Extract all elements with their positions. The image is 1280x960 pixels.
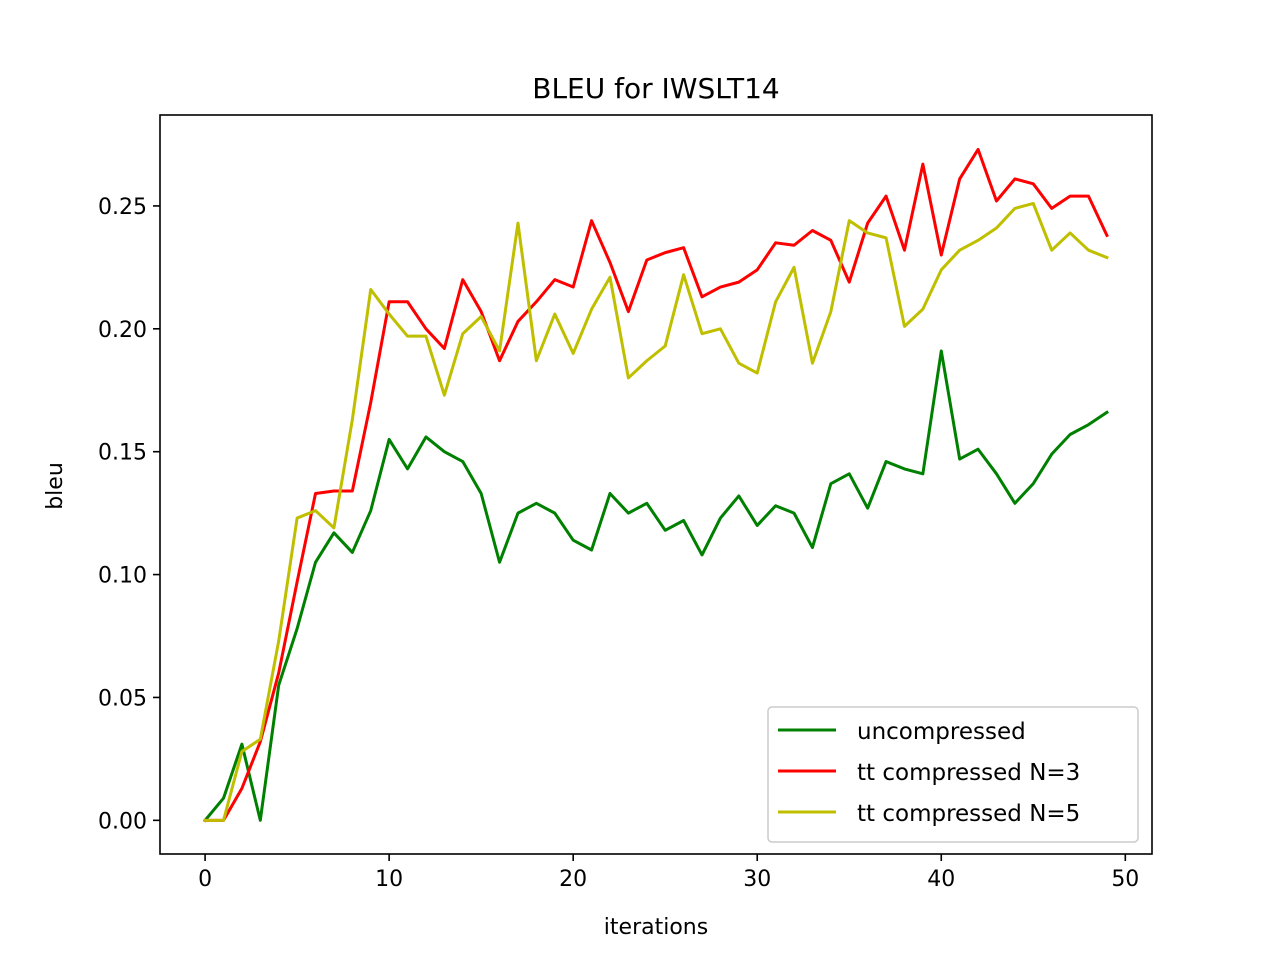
y-tick-label: 0.00 — [98, 809, 147, 834]
x-axis-label: iterations — [604, 915, 708, 940]
series-layer — [202, 147, 1109, 823]
y-tick-label: 0.05 — [98, 686, 147, 711]
legend-label-1: tt compressed N=3 — [857, 760, 1080, 786]
x-axis: 0 10 20 30 40 50 — [198, 854, 1139, 892]
y-tick-label: 0.10 — [98, 564, 147, 589]
x-tick-label: 40 — [927, 867, 955, 892]
legend: uncompressed tt compressed N=3 tt compress… — [767, 706, 1139, 843]
y-tick-label: 0.15 — [98, 441, 147, 466]
plot-frame — [159, 114, 1153, 855]
legend-box — [767, 706, 1139, 843]
series-line-1 — [203, 147, 1109, 822]
x-tick-label: 30 — [743, 867, 771, 892]
series-line-0 — [202, 349, 1109, 823]
x-tick-label: 0 — [198, 867, 212, 892]
legend-label-0: uncompressed — [857, 719, 1026, 745]
x-tick-label: 20 — [559, 867, 587, 892]
y-tick-label: 0.20 — [98, 318, 147, 343]
y-axis: 0.00 0.05 0.10 0.15 0.20 0.25 — [98, 195, 160, 834]
x-tick-label: 10 — [375, 867, 403, 892]
x-tick-label: 50 — [1111, 867, 1139, 892]
legend-label-2: tt compressed N=5 — [857, 801, 1080, 827]
y-axis-label: bleu — [43, 462, 68, 510]
series-line-2 — [203, 201, 1109, 822]
chart-title: BLEU for IWSLT14 — [532, 72, 780, 105]
y-tick-label: 0.25 — [98, 195, 147, 220]
